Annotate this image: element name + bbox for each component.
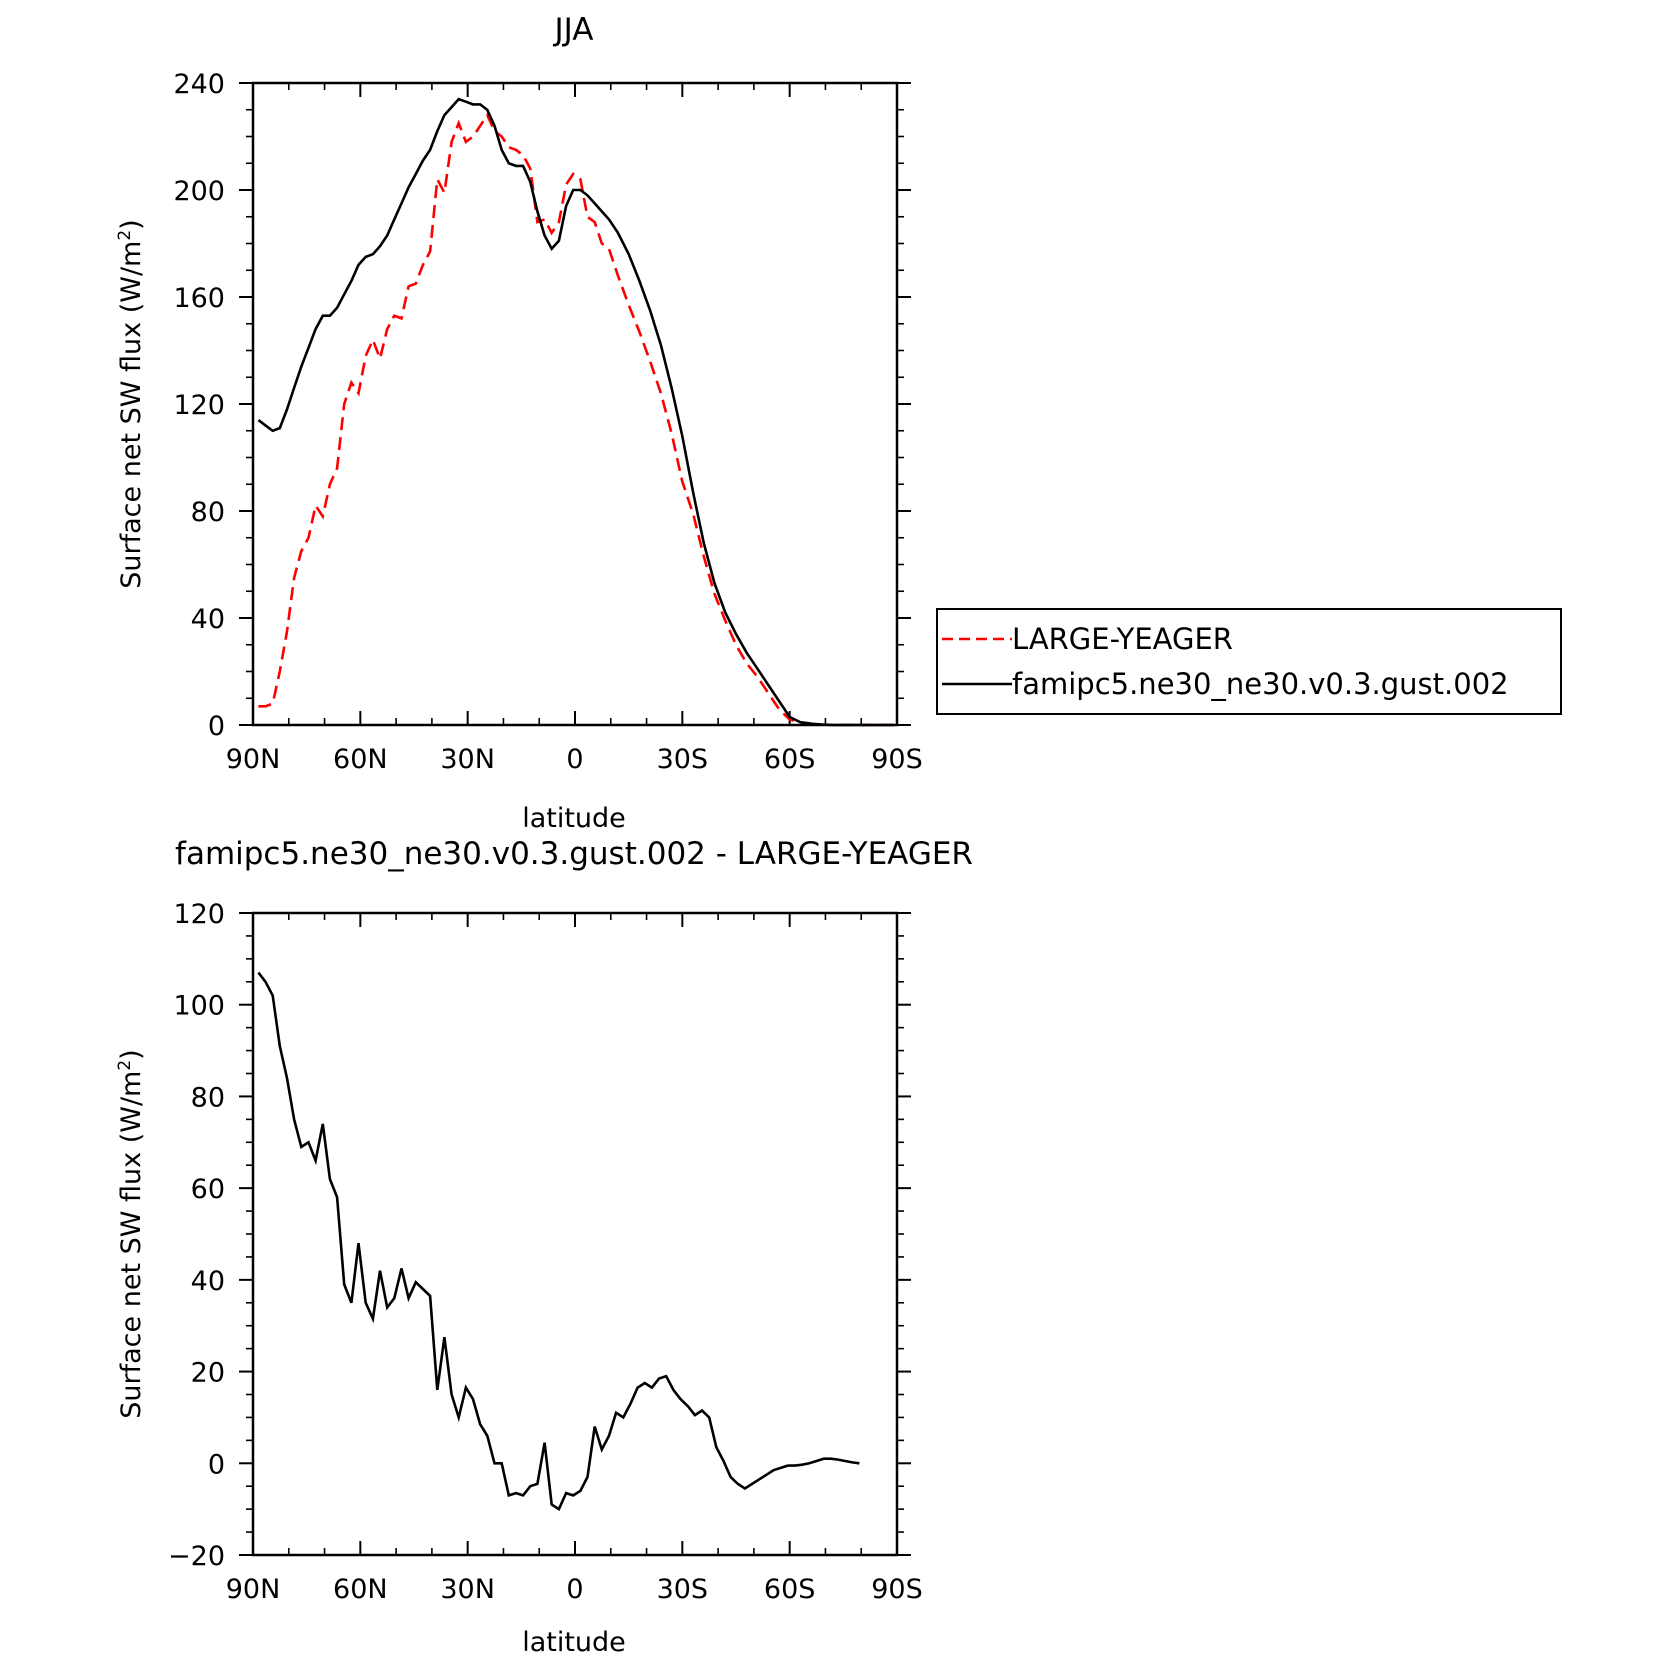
bottom-y-label-text: Surface net SW flux (W/m2) xyxy=(115,1049,147,1418)
top-gridless-ticks: 90N 60N 30N 0 30S 60S 90S 0 40 80 120 160 200 240 xyxy=(173,69,922,775)
x-tick-label: 90N xyxy=(226,1574,281,1605)
bottom-chart-title: famipc5.ne30_ne30.v0.3.gust.002 - LARGE-… xyxy=(175,836,973,872)
series-line-famipc5 xyxy=(257,97,894,727)
bottom-y-label-close: ) xyxy=(116,1049,147,1060)
legend-label-famipc5: famipc5.ne30_ne30.v0.3.gust.002 xyxy=(1012,667,1509,701)
top-x-label: latitude xyxy=(522,803,626,834)
y-tick-label: 120 xyxy=(173,899,225,930)
x-tick-label: 60N xyxy=(333,1574,388,1605)
y-tick-label: 40 xyxy=(191,1266,225,1297)
bottom-chart: famipc5.ne30_ne30.v0.3.gust.002 - LARGE-… xyxy=(115,836,973,1658)
bottom-y-label-sup: 2 xyxy=(115,1060,135,1071)
y-tick-label: −20 xyxy=(168,1541,225,1572)
bottom-x-label: latitude xyxy=(522,1627,626,1658)
legend-box xyxy=(936,608,1562,715)
x-tick-label: 90S xyxy=(871,744,923,775)
top-chart-title: JJA xyxy=(553,12,594,48)
bottom-series xyxy=(257,971,860,1511)
top-y-label-sup: 2 xyxy=(115,230,135,241)
x-tick-label: 0 xyxy=(566,1574,583,1605)
y-tick-label: 100 xyxy=(173,991,225,1022)
x-tick-label: 60N xyxy=(333,744,388,775)
top-chart: JJA 90N 60N 30N 0 30S 60S 90S 0 40 80 120 160 200 240… xyxy=(115,12,1562,834)
x-tick-label: 90N xyxy=(226,744,281,775)
y-tick-label: 40 xyxy=(191,604,225,635)
top-y-label-text: Surface net SW flux (W/m2) xyxy=(115,219,147,588)
x-tick-label: 60S xyxy=(764,1574,816,1605)
y-tick-label: 0 xyxy=(208,711,225,742)
x-tick-label: 0 xyxy=(566,744,583,775)
bottom-y-label-main: Surface net SW flux (W/m xyxy=(116,1071,147,1419)
y-tick-label: 240 xyxy=(173,69,225,100)
x-tick-label: 60S xyxy=(764,744,816,775)
x-tick-label: 30S xyxy=(657,1574,709,1605)
top-series xyxy=(257,97,894,727)
bottom-ticks: 90N 60N 30N 0 30S 60S 90S −20 0 20 40 60 80 100 120 xyxy=(168,899,923,1605)
y-tick-label: 120 xyxy=(173,390,225,421)
y-tick-label: 80 xyxy=(191,497,225,528)
series-line-difference xyxy=(257,971,860,1511)
bottom-y-label: Surface net SW flux (W/m2) xyxy=(115,1049,147,1418)
y-tick-label: 200 xyxy=(173,176,225,207)
top-y-label-close: ) xyxy=(116,219,147,230)
top-y-label: Surface net SW flux (W/m2) xyxy=(115,219,147,588)
x-tick-label: 30N xyxy=(440,1574,495,1605)
x-tick-label: 30N xyxy=(440,744,495,775)
y-tick-label: 20 xyxy=(191,1358,225,1389)
top-plot-frame xyxy=(251,81,899,727)
legend: LARGE-YEAGER famipc5.ne30_ne30.v0.3.gust… xyxy=(936,608,1562,715)
series-line-large-yeager xyxy=(258,112,894,727)
x-tick-label: 30S xyxy=(657,744,709,775)
y-tick-label: 80 xyxy=(191,1082,225,1113)
bottom-plot-frame xyxy=(251,911,899,1557)
top-y-label-main: Surface net SW flux (W/m xyxy=(116,241,147,589)
legend-label-large-yeager: LARGE-YEAGER xyxy=(1012,622,1233,656)
y-tick-label: 0 xyxy=(208,1449,225,1480)
y-tick-label: 60 xyxy=(191,1174,225,1205)
y-tick-label: 160 xyxy=(173,283,225,314)
x-tick-label: 90S xyxy=(871,1574,923,1605)
